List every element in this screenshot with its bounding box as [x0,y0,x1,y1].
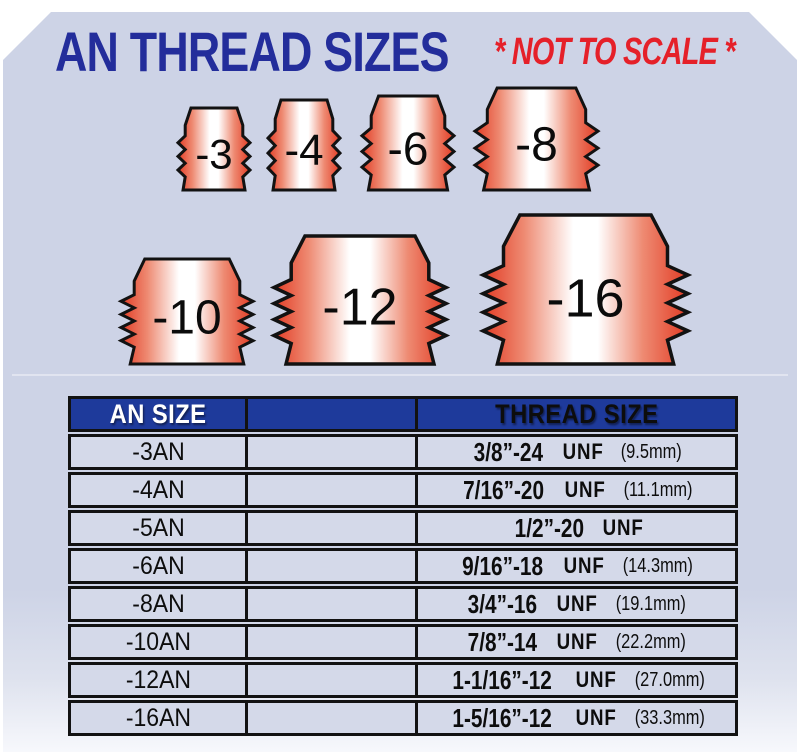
thread-size-value: 9/16”-18 [462,551,544,581]
spacer-cell [248,551,418,581]
an-size-value: -3AN [131,437,185,466]
an-size-value: -6AN [131,551,185,580]
an-size-table: AN SIZE THREAD SIZE -3AN 3/8”-24 UNF (9.… [68,396,738,738]
spacer-cell [248,513,418,543]
fitting-12-illustration: -12 [269,234,451,366]
an-size-cell: -5AN [71,513,248,543]
fitting-label: -10 [152,291,221,344]
thread-standard: UNF [563,553,605,578]
table-row: -16AN 1-5/16”-12 UNF (33.3mm) [68,700,738,736]
col-header-an-size: AN SIZE [71,399,248,429]
thread-size-value: 7/8”-14 [467,627,538,657]
thread-standard: UNF [564,477,606,502]
thread-size-value: 3/4”-16 [467,589,538,619]
an-size-value: -4AN [131,475,185,504]
an-size-cell: -4AN [71,475,248,505]
thread-size-value: 3/8”-24 [473,437,543,467]
an-size-cell: -6AN [71,551,248,581]
metric-equivalent: (14.3mm) [623,554,694,577]
thread-size-value: 1/2”-20 [514,513,584,543]
metric-equivalent: (11.1mm) [623,478,693,501]
table-row: -12AN 1-1/16”-12 UNF (27.0mm) [68,662,738,698]
spacer-cell [248,475,418,505]
fitting-label: -8 [515,119,558,172]
fitting-3-illustration: -3 [175,106,253,192]
spacer-cell [248,703,418,733]
metric-equivalent: (27.0mm) [634,668,705,691]
an-size-cell: -10AN [71,627,248,657]
metric-equivalent: (9.5mm) [620,440,682,463]
fitting-shape [265,98,343,192]
thread-size-value: 1-5/16”-12 [452,703,553,733]
not-to-scale-note: * NOT TO SCALE * [494,31,736,73]
page-title: AN THREAD SIZES [55,20,450,83]
fitting-6-illustration: -6 [359,94,457,192]
thread-size-cell: 3/4”-16 UNF (19.1mm) [418,589,735,619]
fitting-label: -12 [322,279,397,337]
fitting-shape [175,106,253,192]
table-row: -10AN 7/8”-14 UNF (22.2mm) [68,624,738,660]
col-header-thread-size-label: THREAD SIZE [494,399,659,429]
thread-size-cell: 1-1/16”-12 UNF (27.0mm) [418,665,735,695]
thread-standard: UNF [575,667,617,692]
table-header-row: AN SIZE THREAD SIZE [68,396,738,432]
metric-equivalent: (19.1mm) [615,592,687,615]
thread-standard: UNF [556,629,598,654]
table-row: -3AN 3/8”-24 UNF (9.5mm) [68,434,738,470]
fitting-16-illustration: -16 [478,213,693,366]
an-size-value: -16AN [125,703,191,732]
thread-standard: UNF [575,705,617,730]
fitting-shape [478,213,693,366]
panel-divider [12,374,788,376]
thread-size-value: 1-1/16”-12 [452,665,553,695]
an-size-cell: -12AN [71,665,248,695]
thread-standard: UNF [562,439,604,464]
fitting-shape [117,257,257,366]
thread-size-value: 7/16”-20 [462,475,544,505]
thread-standard: UNF [556,591,598,616]
fitting-4-illustration: -4 [265,98,343,192]
spacer-cell [248,437,418,467]
table-body: -3AN 3/8”-24 UNF (9.5mm) -4AN 7/16”-20 U… [68,434,738,736]
thread-size-cell: 1-5/16”-12 UNF (33.3mm) [418,703,735,733]
fitting-shape [269,234,451,366]
thread-standard: UNF [602,515,644,540]
fitting-shape [472,86,601,192]
thread-size-cell: 7/16”-20 UNF (11.1mm) [418,475,735,505]
an-size-cell: -16AN [71,703,248,733]
fitting-8-illustration: -8 [472,86,601,192]
table-row: -8AN 3/4”-16 UNF (19.1mm) [68,586,738,622]
table-row: -6AN 9/16”-18 UNF (14.3mm) [68,548,738,584]
fitting-label: -6 [388,123,429,175]
spacer-cell [248,665,418,695]
thread-size-cell: 1/2”-20 UNF [418,513,735,543]
metric-equivalent: (22.2mm) [615,630,687,653]
fittings-illustration: -3 -4 -6 -8 -10 -12 -16 [117,86,693,366]
thread-size-cell: 7/8”-14 UNF (22.2mm) [418,627,735,657]
thread-size-cell: 3/8”-24 UNF (9.5mm) [418,437,735,467]
table-row: -4AN 7/16”-20 UNF (11.1mm) [68,472,738,508]
an-size-value: -8AN [131,589,185,618]
metric-equivalent: (33.3mm) [634,706,705,729]
spacer-cell [248,589,418,619]
an-size-cell: -8AN [71,589,248,619]
fitting-10-illustration: -10 [117,257,257,366]
fitting-label: -4 [284,126,323,175]
fitting-label: -16 [546,268,624,328]
an-size-value: -12AN [125,665,191,694]
table-row: -5AN 1/2”-20 UNF [68,510,738,546]
spacer-cell [248,627,418,657]
an-size-value: -5AN [131,513,185,542]
fitting-shape [359,94,457,192]
an-size-value: -10AN [125,627,191,656]
an-size-cell: -3AN [71,437,248,467]
col-header-an-size-label: AN SIZE [109,399,207,429]
col-header-thread-size: THREAD SIZE [418,399,735,429]
col-header-empty [248,399,418,429]
fitting-label: -3 [195,130,232,177]
thread-size-cell: 9/16”-18 UNF (14.3mm) [418,551,735,581]
